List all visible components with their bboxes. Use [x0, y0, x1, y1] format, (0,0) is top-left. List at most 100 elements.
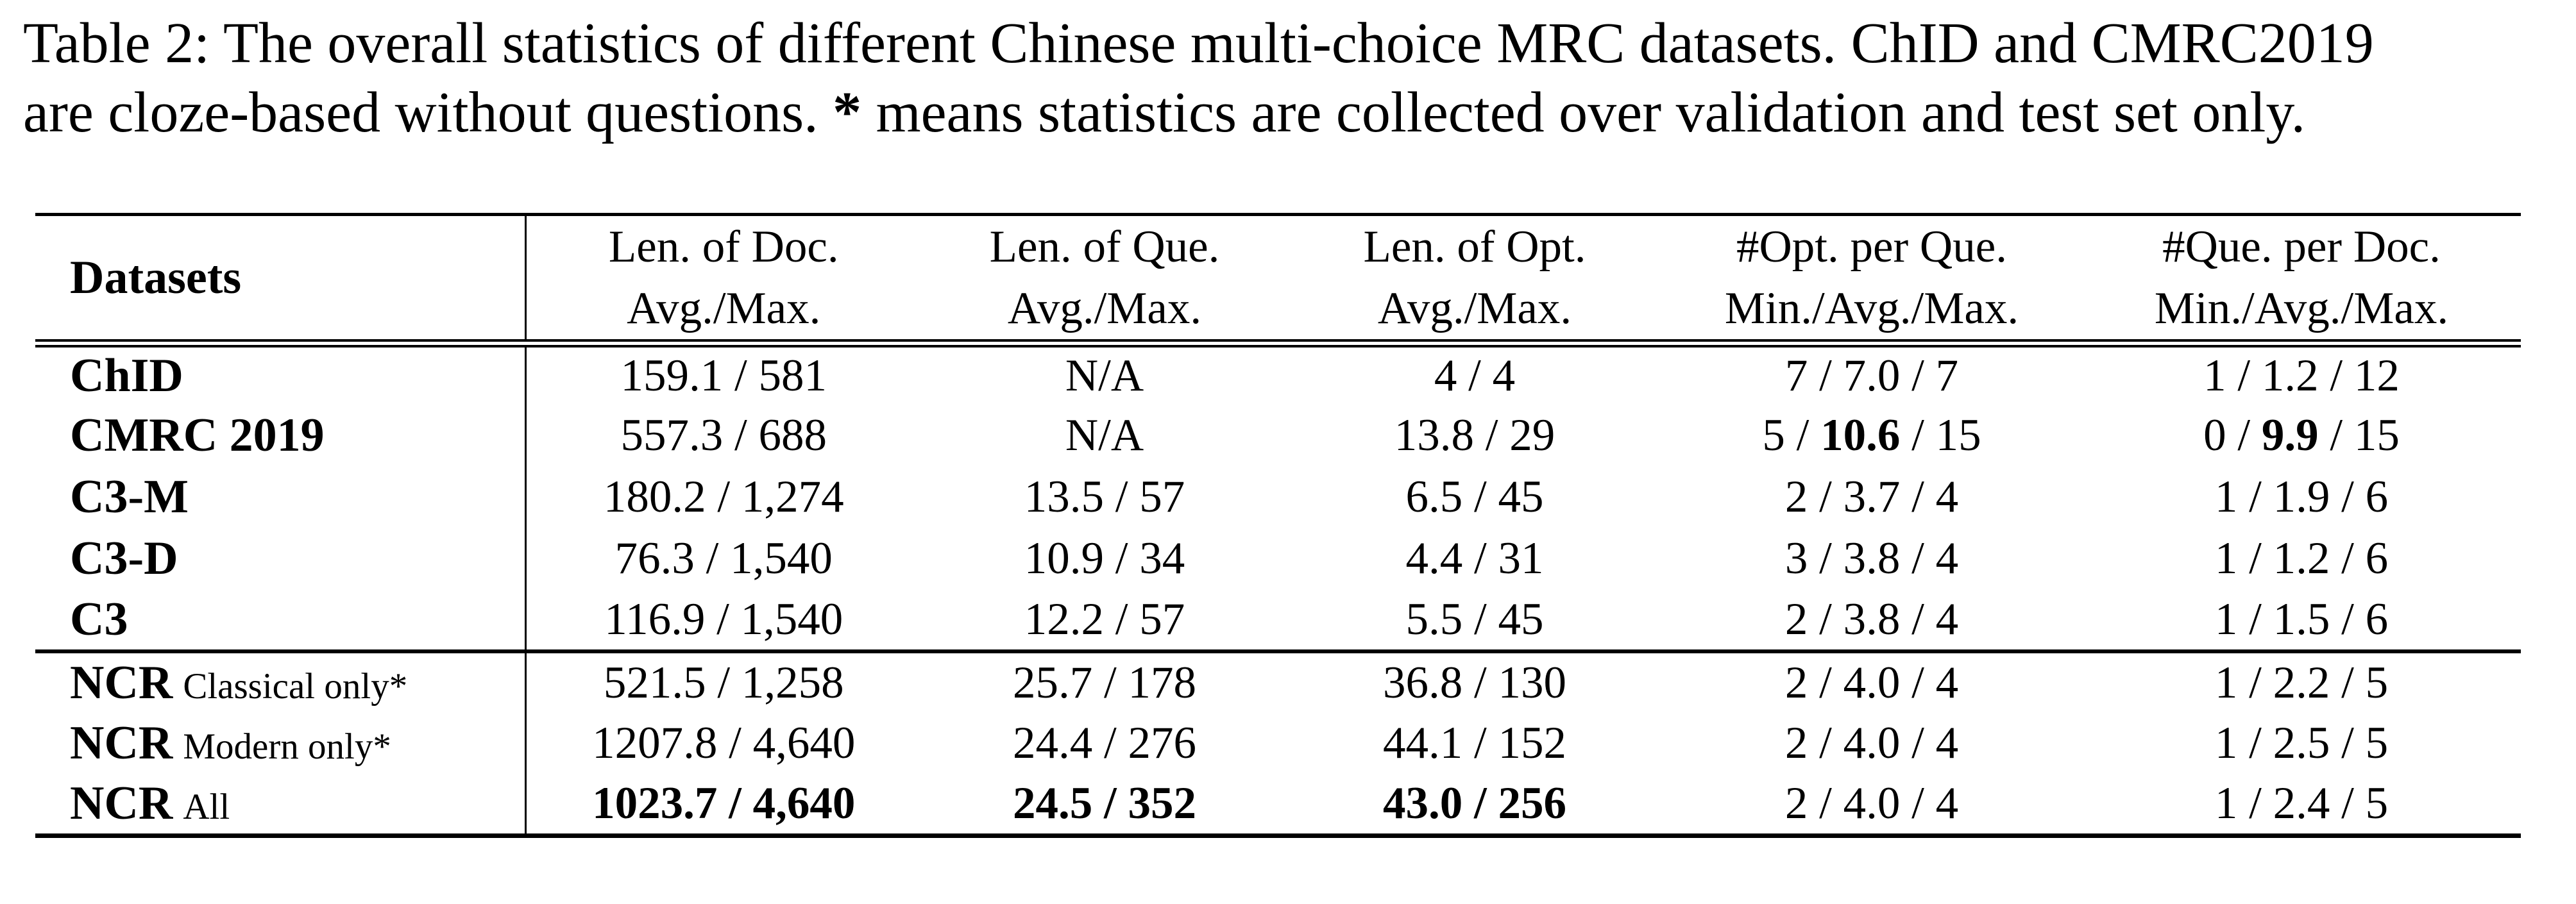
caption-text: means statistics are collected over vali…	[861, 81, 2306, 144]
column-header-sublabel: Min./Avg./Max.	[1724, 283, 2019, 333]
stat-cell: 4 / 4	[1288, 344, 1661, 405]
stat-value-bold: 10.6	[1820, 410, 1901, 460]
dataset-name-cell: ChID	[35, 343, 527, 405]
stat-value: N/A	[1065, 410, 1144, 460]
stat-cell: N/A	[921, 405, 1288, 467]
column-header-sublabel: Min./Avg./Max.	[2154, 283, 2449, 333]
column-header-datasets: Datasets	[35, 214, 527, 347]
dataset-name-cell: NCR All	[35, 774, 527, 836]
column-header-label: Datasets	[70, 251, 242, 304]
stat-value: 116.9 / 1,540	[604, 594, 843, 644]
stat-value: 557.3 / 688	[620, 410, 827, 460]
column-header-sublabel: Avg./Max.	[1377, 283, 1572, 333]
table-row: NCR Classical only* 521.5 / 1,258 25.7 / 17…	[35, 651, 2521, 713]
stat-value: 2 / 4.0 / 4	[1784, 718, 1959, 768]
dataset-name-cell: C3-D	[35, 528, 527, 590]
stat-value: 5 /	[1762, 410, 1821, 460]
column-header-sublabel: Avg./Max.	[627, 283, 821, 333]
column-header-label: #Opt. per Que.	[1736, 222, 2007, 272]
dataset-group-ncr: NCR Classical only* 521.5 / 1,258 25.7 / 17…	[35, 651, 2521, 836]
statistics-table-wrapper: Datasets Len. of Doc. Avg./Max. Len. of …	[35, 213, 2521, 838]
stat-value: 1 / 1.2 / 6	[2214, 533, 2389, 583]
stat-cell: 10.9 / 34	[921, 528, 1288, 590]
stat-cell: 24.4 / 276	[921, 713, 1288, 774]
stat-cell: 521.5 / 1,258	[525, 651, 921, 713]
stat-value: 0 /	[2203, 410, 2262, 460]
stat-value: 44.1 / 152	[1383, 718, 1566, 768]
stat-value: 180.2 / 1,274	[603, 472, 844, 522]
dataset-name: CMRC 2019	[70, 409, 325, 462]
stat-cell: 1 / 1.9 / 6	[2082, 467, 2521, 528]
stat-value: 3 / 3.8 / 4	[1784, 533, 1959, 583]
caption-line-2: are cloze-based without questions. * mea…	[23, 78, 2558, 147]
dataset-name-cell: C3	[35, 589, 527, 651]
table-row: ChID 159.1 / 581 N/A 4 / 4 7 / 7.0 / 7 1 / 1.…	[35, 343, 2521, 405]
dataset-name-cell: NCR Modern only*	[35, 712, 527, 774]
stat-cell: 1 / 2.5 / 5	[2082, 713, 2521, 774]
stat-value: 521.5 / 1,258	[603, 657, 844, 708]
column-header-opt-per-que: #Opt. per Que. Min./Avg./Max.	[1661, 214, 2082, 347]
stat-value: 5.5 / 45	[1405, 594, 1544, 644]
stat-value-bold: 1023.7 / 4,640	[592, 778, 856, 829]
stat-cell: 116.9 / 1,540	[525, 590, 921, 651]
caption-asterisk: *	[833, 81, 862, 144]
stat-cell: 1 / 1.2 / 12	[2082, 344, 2521, 405]
caption-line-1: Table 2: The overall statistics of diffe…	[23, 9, 2558, 78]
dataset-subset-label: Modern only*	[183, 726, 391, 767]
stat-value: N/A	[1065, 351, 1144, 401]
stat-value: 1 / 2.2 / 5	[2214, 657, 2389, 708]
stat-cell: N/A	[921, 344, 1288, 405]
stat-cell: 1 / 2.2 / 5	[2082, 651, 2521, 713]
stat-value: 2 / 4.0 / 4	[1784, 778, 1959, 829]
stat-cell: 2 / 4.0 / 4	[1661, 713, 2082, 774]
stat-value: 1 / 1.5 / 6	[2214, 594, 2389, 644]
caption-text: Table 2: The overall statistics of diffe…	[23, 12, 2374, 75]
stat-value: 1 / 1.2 / 12	[2203, 351, 2400, 401]
stat-cell: 5 / 10.6 / 15	[1661, 405, 2082, 467]
column-header-label: #Que. per Doc.	[2162, 222, 2441, 272]
stat-value-bold: 9.9	[2261, 410, 2319, 460]
stat-cell: 1 / 2.4 / 5	[2082, 774, 2521, 836]
dataset-name: NCR	[70, 777, 173, 830]
dataset-name-cell: C3-M	[35, 466, 527, 528]
stat-cell: 13.8 / 29	[1288, 405, 1661, 467]
stat-cell: 180.2 / 1,274	[525, 467, 921, 528]
stat-cell: 36.8 / 130	[1288, 651, 1661, 713]
stat-value: 4.4 / 31	[1405, 533, 1544, 583]
stat-cell: 1 / 1.2 / 6	[2082, 528, 2521, 590]
dataset-name: ChID	[70, 349, 183, 403]
stat-value: / 15	[1900, 410, 1981, 460]
stat-value: / 15	[2318, 410, 2400, 460]
stat-value: 1 / 2.5 / 5	[2214, 718, 2389, 768]
stat-value: 4 / 4	[1434, 351, 1516, 401]
stat-value: 2 / 3.7 / 4	[1784, 472, 1959, 522]
stat-value: 2 / 4.0 / 4	[1784, 657, 1959, 708]
dataset-name: C3-D	[70, 532, 178, 585]
stat-value: 1 / 2.4 / 5	[2214, 778, 2389, 829]
stat-cell: 25.7 / 178	[921, 651, 1288, 713]
stat-value: 13.8 / 29	[1394, 410, 1555, 460]
column-header-label: Len. of Opt.	[1363, 222, 1586, 272]
stat-cell: 13.5 / 57	[921, 467, 1288, 528]
caption-text: are cloze-based without questions.	[23, 81, 833, 144]
table-row: C3-M 180.2 / 1,274 13.5 / 57 6.5 / 45 2 / 3.…	[35, 466, 2521, 528]
dataset-name: NCR	[70, 717, 173, 769]
stat-cell: 2 / 3.7 / 4	[1661, 467, 2082, 528]
table-row: C3-D 76.3 / 1,540 10.9 / 34 4.4 / 31 3 / 3.8…	[35, 528, 2521, 590]
dataset-group-general: ChID 159.1 / 581 N/A 4 / 4 7 / 7.0 / 7 1 / 1.…	[35, 343, 2521, 651]
stat-value: 25.7 / 178	[1013, 657, 1196, 708]
table-row: NCR All 1023.7 / 4,640 24.5 / 352 43.0 / 256…	[35, 774, 2521, 836]
column-header-len-doc: Len. of Doc. Avg./Max.	[525, 214, 921, 347]
stat-value-bold: 24.5 / 352	[1013, 778, 1196, 829]
stat-cell: 2 / 4.0 / 4	[1661, 651, 2082, 713]
table-row: CMRC 2019 557.3 / 688 N/A 13.8 / 29 5 / 10.6…	[35, 405, 2521, 467]
stat-cell: 44.1 / 152	[1288, 713, 1661, 774]
stat-cell: 43.0 / 256	[1288, 774, 1661, 836]
stat-cell: 1023.7 / 4,640	[525, 774, 921, 836]
stat-value: 159.1 / 581	[620, 351, 827, 401]
stat-cell: 76.3 / 1,540	[525, 528, 921, 590]
column-header-len-opt: Len. of Opt. Avg./Max.	[1288, 214, 1661, 347]
table-row: C3 116.9 / 1,540 12.2 / 57 5.5 / 45 2 / 3.8 …	[35, 589, 2521, 651]
stat-cell: 6.5 / 45	[1288, 467, 1661, 528]
